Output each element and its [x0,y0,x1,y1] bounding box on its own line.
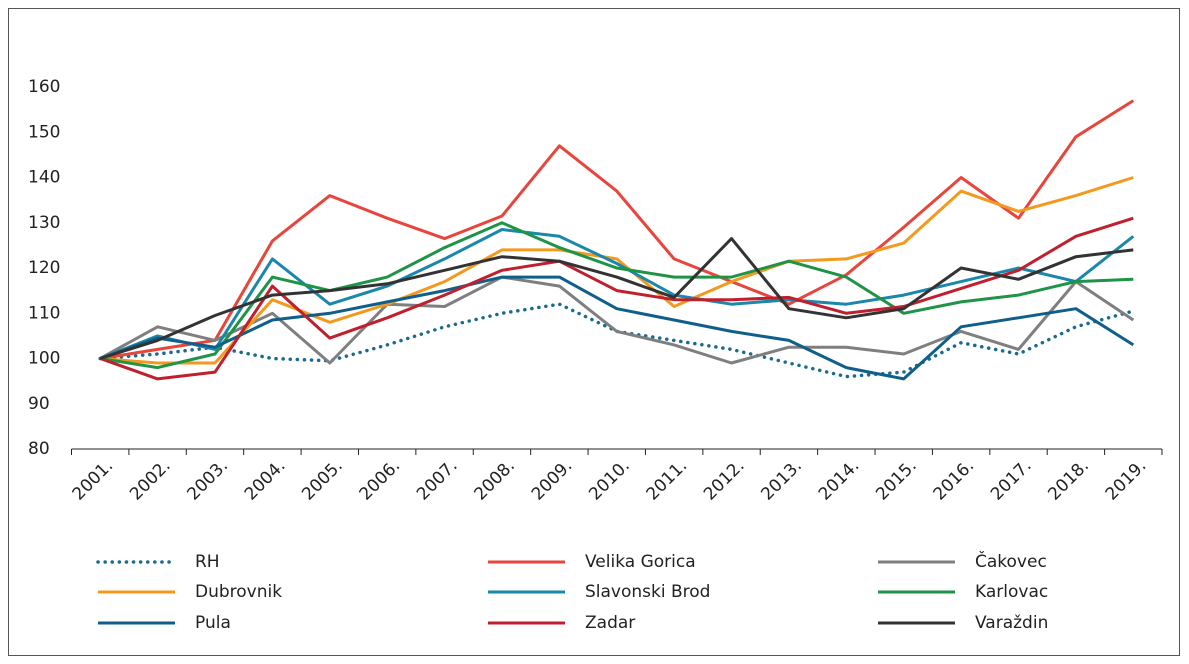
legend-label: Zadar [585,613,635,633]
x-tick-label: 2019. [1102,456,1151,505]
x-tick-label: 2013. [757,456,806,505]
series-line [99,228,1135,360]
y-tick-label: 100 [28,349,60,369]
x-tick-label: 2012. [700,456,749,505]
series-line [100,176,1134,365]
x-tick-label: 2007. [413,456,462,505]
x-tick-label: 2002. [126,456,175,505]
x-tick-label: 2016. [930,456,979,505]
x-tick-label: 2008. [470,456,519,505]
legend-label: Čakovec [975,550,1047,572]
series-line [98,302,1136,379]
legend-label: Velika Gorica [585,552,696,572]
y-tick-label: 150 [28,122,60,142]
x-tick-label: 2003. [183,456,232,505]
legend-label: Pula [195,613,231,633]
y-tick-label: 140 [28,168,60,188]
series-line [99,275,1135,365]
legend-label: Karlovac [975,582,1048,602]
series-line [99,99,1135,360]
y-tick-label: 120 [28,258,60,278]
series-line [99,216,1134,381]
x-tick-label: 2006. [356,456,405,505]
x-tick-label: 2014. [815,456,864,505]
y-tick-label: 130 [28,213,60,233]
legend-label: Varaždin [975,613,1048,633]
x-tick-label: 2004. [241,456,290,505]
y-tick-label: 90 [28,394,50,414]
x-tick-label: 2001. [69,456,118,505]
y-tick-label: 160 [28,77,60,97]
frame [8,8,1180,656]
x-tick-label: 2015. [872,456,921,505]
series-line [99,275,1135,381]
x-tick-label: 2005. [298,456,347,505]
series-line [99,237,1134,360]
x-tick-label: 2018. [1044,456,1093,505]
legend-label: RH [195,552,220,572]
y-tick-label: 110 [28,303,60,323]
series-line [99,221,1134,370]
x-tick-label: 2010. [585,456,634,505]
x-tick-label: 2017. [987,456,1036,505]
legend-label: Dubrovnik [195,582,282,602]
x-tick-label: 2011. [643,456,692,505]
legend-label: Slavonski Brod [585,582,710,602]
x-tick-label: 2009. [528,456,577,505]
y-tick-label: 80 [28,439,50,459]
